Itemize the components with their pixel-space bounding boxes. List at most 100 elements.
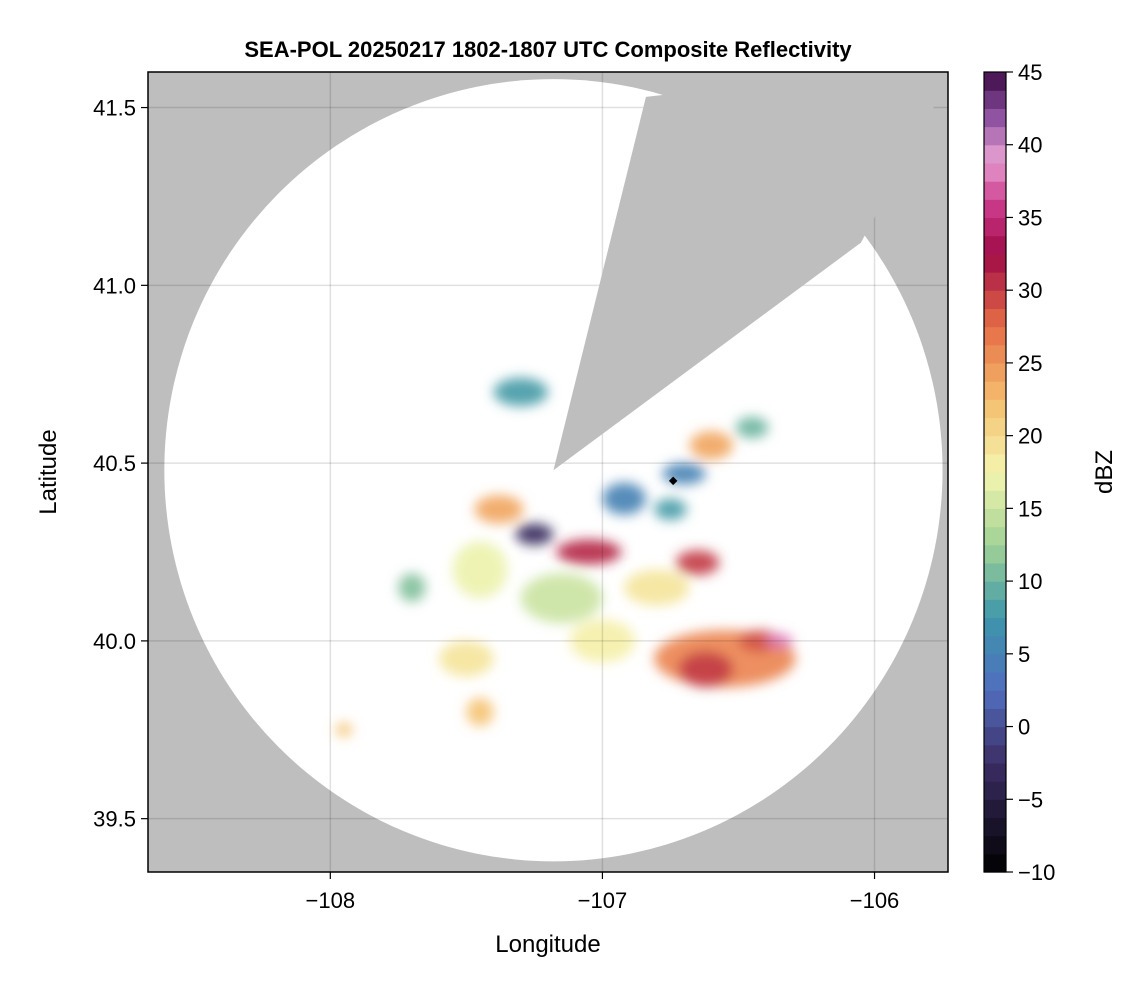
reflectivity-cell <box>624 569 690 606</box>
colorbar <box>984 72 1006 873</box>
colorbar-bin <box>984 90 1006 109</box>
reflectivity-cell <box>678 651 734 688</box>
colorbar-bin <box>984 599 1006 619</box>
colorbar-tick-label: −10 <box>1018 860 1055 885</box>
reflectivity-cell <box>474 495 524 524</box>
plot-frame <box>147 71 949 873</box>
colorbar-tick-label: 40 <box>1018 133 1042 158</box>
reflectivity-cell <box>398 573 426 602</box>
colorbar-bin <box>984 417 1006 437</box>
blocked-sector <box>553 72 948 471</box>
colorbar-bin <box>984 853 1006 873</box>
y-tick-label: 41.5 <box>93 96 136 121</box>
colorbar-bin <box>984 617 1006 637</box>
y-axis-label: Latitude <box>35 429 62 514</box>
colorbar-bin <box>984 126 1006 146</box>
x-tick-label: −107 <box>578 888 628 913</box>
colorbar-tick-label: 15 <box>1018 496 1042 521</box>
colorbar-bin <box>984 744 1006 764</box>
x-axis-label: Longitude <box>495 931 600 958</box>
y-tick-label: 40.0 <box>93 629 136 654</box>
colorbar-tick-label: 45 <box>1018 60 1042 85</box>
colorbar-bin <box>984 762 1006 782</box>
colorbar-bin <box>984 672 1006 691</box>
colorbar-bin <box>984 472 1006 491</box>
reflectivity-cell <box>654 498 687 520</box>
colorbar-tick-label: 20 <box>1018 424 1042 449</box>
colorbar-bin <box>984 72 1006 91</box>
colorbar-tick-label: 30 <box>1018 278 1042 303</box>
grid-lines <box>148 72 948 872</box>
colorbar-bin <box>984 144 1006 164</box>
colorbar-bin <box>984 362 1006 382</box>
colorbar-bin <box>984 781 1006 800</box>
colorbar-bin <box>984 290 1006 309</box>
x-tick-label: −108 <box>306 888 356 913</box>
y-axis-ticks: 39.5 40.0 40.5 41.0 41.5 <box>93 96 148 832</box>
colorbar-bin <box>984 817 1006 837</box>
colorbar-bin <box>984 544 1006 564</box>
colorbar-bin <box>984 235 1006 255</box>
colorbar-bin <box>984 799 1006 819</box>
reflectivity-cell <box>556 539 622 565</box>
colorbar-bin <box>984 326 1006 346</box>
colorbar-bin <box>984 108 1006 128</box>
reflectivity-cell <box>602 482 646 515</box>
colorbar-bin <box>984 581 1006 600</box>
reflectivity-echoes <box>335 377 796 737</box>
colorbar-bin <box>984 253 1006 273</box>
y-tick-label: 40.5 <box>93 451 136 476</box>
colorbar-tick-label: 0 <box>1018 715 1030 740</box>
reflectivity-cell <box>675 550 720 576</box>
colorbar-bin <box>984 181 1006 200</box>
reflectivity-cell <box>452 541 508 599</box>
reflectivity-cell <box>439 640 494 677</box>
reflectivity-cell <box>515 523 554 545</box>
plot-area <box>148 72 948 872</box>
reflectivity-cell <box>735 416 769 439</box>
colorbar-bin <box>984 708 1006 728</box>
y-tick-label: 41.0 <box>93 273 136 298</box>
colorbar-bin <box>984 690 1006 709</box>
colorbar-bin <box>984 381 1006 400</box>
colorbar-bin <box>984 308 1006 328</box>
colorbar-bin <box>984 272 1006 291</box>
colorbar-tick-label: 25 <box>1018 351 1042 376</box>
colorbar-bin <box>984 653 1006 673</box>
colorbar-tick-label: 10 <box>1018 569 1042 594</box>
reflectivity-cell <box>569 619 636 663</box>
reflectivity-cell <box>689 431 734 460</box>
chart-title: SEA-POL 20250217 1802-1807 UTC Composite… <box>244 37 852 62</box>
colorbar-bin <box>984 453 1006 473</box>
reflectivity-cell <box>765 633 793 649</box>
reflectivity-cell <box>662 463 706 485</box>
colorbar-bin <box>984 435 1006 455</box>
colorbar-label: dBZ <box>1091 450 1118 494</box>
colorbar-bin <box>984 199 1006 219</box>
reflectivity-cell <box>520 573 603 624</box>
reflectivity-cell <box>493 377 548 407</box>
reflectivity-cell <box>466 697 494 727</box>
colorbar-bin <box>984 162 1006 182</box>
colorbar-bin <box>984 217 1006 237</box>
colorbar-bin <box>984 399 1006 419</box>
colorbar-bin <box>984 344 1006 364</box>
x-tick-label: −106 <box>850 888 900 913</box>
colorbar-bin <box>984 526 1006 546</box>
x-axis-ticks: −108 −107 −106 <box>306 872 900 913</box>
colorbar-tick-label: 35 <box>1018 205 1042 230</box>
colorbar-ticks: −10 −5 0 5 10 15 20 25 30 35 40 45 <box>1006 60 1055 885</box>
colorbar-bin <box>984 490 1006 509</box>
y-tick-label: 39.5 <box>93 807 136 832</box>
reflectivity-cell <box>335 722 353 737</box>
colorbar-tick-label: 5 <box>1018 642 1030 667</box>
colorbar-bin <box>984 562 1006 582</box>
colorbar-tick-label: −5 <box>1018 787 1043 812</box>
colorbar-frame <box>983 71 1007 873</box>
colorbar-bin <box>984 635 1006 655</box>
radar-site-marker <box>668 476 678 486</box>
colorbar-bin <box>984 508 1006 528</box>
colorbar-bin <box>984 726 1006 746</box>
colorbar-bin <box>984 835 1006 855</box>
